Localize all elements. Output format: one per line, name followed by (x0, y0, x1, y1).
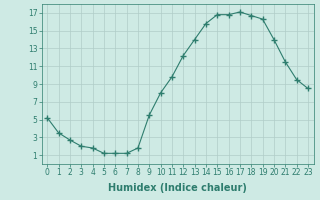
X-axis label: Humidex (Indice chaleur): Humidex (Indice chaleur) (108, 183, 247, 193)
